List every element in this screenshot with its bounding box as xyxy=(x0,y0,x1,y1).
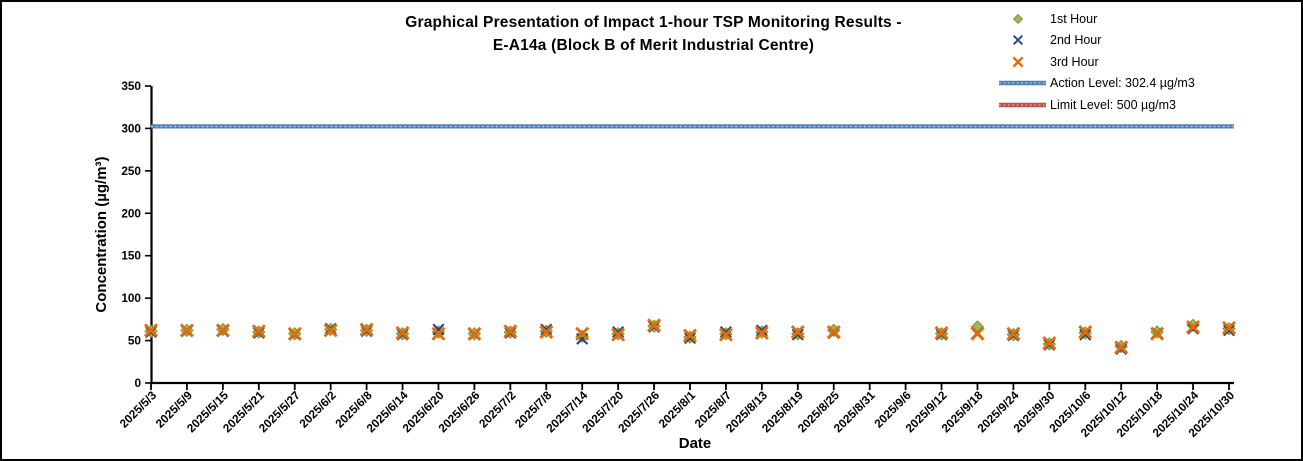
legend-x-icon xyxy=(1012,56,1024,68)
marker-3rd-hour xyxy=(718,327,733,342)
y-tick-label: 250 xyxy=(121,164,141,178)
marker-3rd-hour xyxy=(647,318,662,333)
x-tick-label: 2025/7/2 xyxy=(476,388,519,431)
marker-2nd-hour xyxy=(432,323,445,336)
marker-3rd-hour xyxy=(1186,319,1201,335)
marker-3rd-hour xyxy=(611,327,626,342)
marker-3rd-hour xyxy=(395,325,410,340)
marker-3rd-hour xyxy=(1114,340,1129,355)
legend-item-label: Limit Level: 500 µg/m3 xyxy=(1050,97,1177,112)
marker-3rd-hour xyxy=(970,326,985,341)
marker-3rd-hour xyxy=(1150,326,1165,341)
y-tick-label: 300 xyxy=(121,121,141,135)
marker-3rd-hour xyxy=(467,326,482,341)
marker-3rd-hour xyxy=(539,325,554,340)
marker-3rd-hour xyxy=(826,325,841,340)
marker-2nd-hour xyxy=(1079,328,1092,341)
marker-2nd-hour xyxy=(719,326,732,339)
marker-3rd-hour xyxy=(754,325,769,340)
marker-2nd-hour xyxy=(683,331,697,345)
marker-3rd-hour xyxy=(179,323,194,338)
legend-line-icon xyxy=(999,81,1046,86)
marker-3rd-hour xyxy=(287,326,302,341)
x-icon xyxy=(1012,56,1024,68)
y-tick-label: 150 xyxy=(121,249,141,263)
x-tick-label: 2025/8/1 xyxy=(656,388,699,431)
chart-legend: 1st Hour 2nd Hour 3rd Hour Action Level: 30… xyxy=(997,8,1297,116)
marker-3rd-hour xyxy=(215,323,230,338)
chart-title-line1: Graphical Presentation of Impact 1-hour … xyxy=(405,14,902,31)
y-tick-label: 350 xyxy=(121,79,141,93)
marker-3rd-hour xyxy=(790,325,805,340)
marker-3rd-hour xyxy=(1006,326,1021,341)
x-tick-label: 2025/5/3 xyxy=(117,388,160,431)
legend-item: Limit Level: 500 µg/m3 xyxy=(997,94,1297,116)
marker-3rd-hour xyxy=(934,325,949,340)
chart-title: Graphical Presentation of Impact 1-hour … xyxy=(2,11,1301,57)
legend-item-label: 1st Hour xyxy=(1050,11,1098,26)
marker-3rd-hour xyxy=(143,323,159,338)
legend-item-label: 2nd Hour xyxy=(1050,33,1102,48)
legend-item: 1st Hour xyxy=(997,8,1297,30)
chart-title-line2: E-A14a (Block B of Merit Industrial Cent… xyxy=(492,37,815,54)
legend-item: Action Level: 302.4 µg/m3 xyxy=(997,73,1297,95)
y-tick-label: 0 xyxy=(134,376,141,390)
y-axis-title: Concentration (µg/m³) xyxy=(93,156,110,312)
marker-3rd-hour xyxy=(682,328,698,343)
marker-2nd-hour xyxy=(755,324,768,337)
y-tick-label: 50 xyxy=(128,334,142,348)
marker-3rd-hour xyxy=(323,323,338,338)
marker-2nd-hour xyxy=(1222,324,1236,337)
legend-diamond-icon xyxy=(1012,13,1024,24)
marker-3rd-hour xyxy=(251,324,266,339)
y-tick-label: 200 xyxy=(121,206,141,220)
marker-3rd-hour xyxy=(1078,325,1093,340)
marker-3rd-hour xyxy=(1042,336,1057,351)
x-tick-label: 2025/6/2 xyxy=(296,388,339,431)
marker-2nd-hour xyxy=(612,326,625,339)
legend-line-icon xyxy=(999,102,1046,107)
legend-item: 3rd Hour xyxy=(997,51,1297,73)
marker-3rd-hour xyxy=(431,326,446,341)
legend-item: 2nd Hour xyxy=(997,30,1297,52)
legend-item-label: Action Level: 302.4 µg/m3 xyxy=(1050,76,1195,91)
marker-3rd-hour xyxy=(1221,320,1237,335)
diamond-icon xyxy=(1012,13,1024,24)
x-icon xyxy=(1013,35,1023,46)
marker-3rd-hour xyxy=(359,322,374,337)
y-tick-label: 100 xyxy=(121,291,141,305)
marker-3rd-hour xyxy=(503,324,518,339)
marker-2nd-hour xyxy=(791,328,804,341)
marker-3rd-hour xyxy=(575,326,590,341)
x-axis-title: Date xyxy=(679,435,712,452)
marker-2nd-hour xyxy=(540,323,553,336)
legend-item-label: 3rd Hour xyxy=(1050,54,1099,69)
legend-x-icon xyxy=(1013,35,1023,46)
